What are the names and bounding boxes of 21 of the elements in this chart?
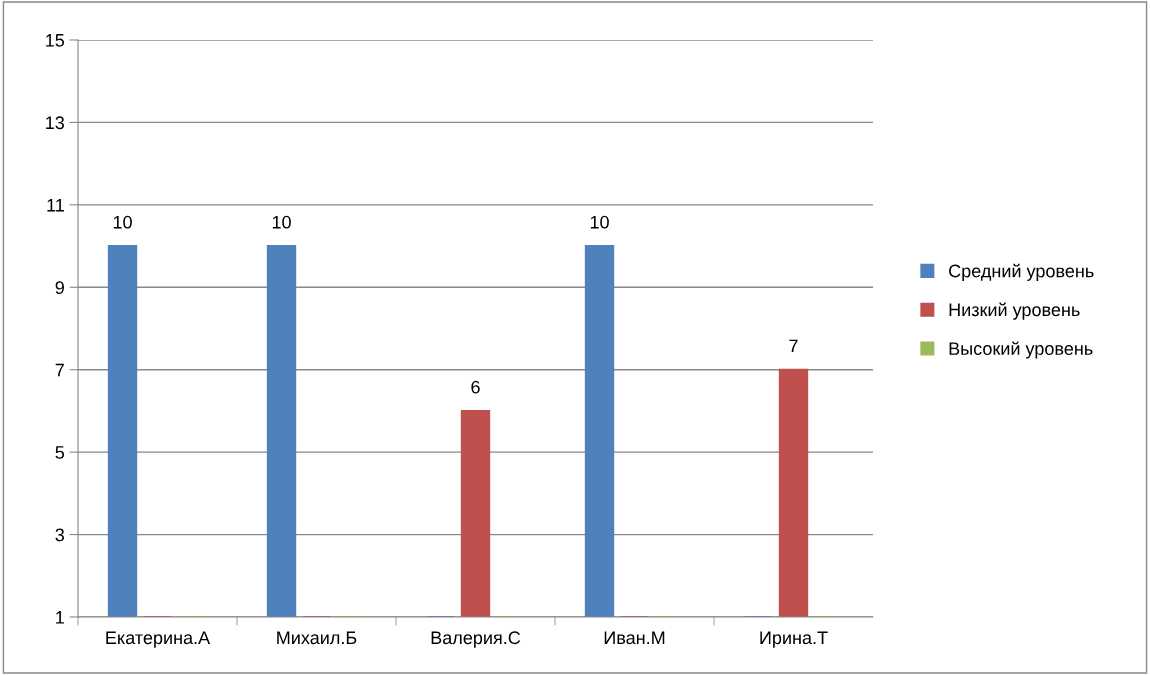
y-tick-label: 15 bbox=[46, 34, 65, 47]
legend-label: Низкий уровень bbox=[949, 302, 1080, 320]
y-tick-label: 1 bbox=[56, 611, 64, 624]
y-tick-label: 7 bbox=[55, 363, 64, 377]
data-label: 6 bbox=[471, 380, 480, 394]
data-label: 10 bbox=[590, 215, 609, 229]
x-tick-label: Валерия.С bbox=[431, 631, 521, 648]
y-tick-label: 3 bbox=[55, 528, 65, 542]
data-label: 7 bbox=[789, 339, 798, 353]
x-tick-label: Екатерина.А bbox=[106, 631, 211, 648]
y-tick-label: 9 bbox=[55, 281, 64, 295]
legend-label: Средний уровень bbox=[949, 263, 1094, 281]
y-tick-label: 11 bbox=[47, 198, 64, 212]
x-tick-label: Иван.М bbox=[604, 631, 665, 645]
legend-label: Высокий уровень bbox=[949, 341, 1093, 359]
y-tick-label: 13 bbox=[46, 116, 65, 130]
x-tick-label: Ирина.Т bbox=[760, 631, 828, 648]
data-label: 10 bbox=[113, 215, 132, 229]
data-label: 10 bbox=[272, 215, 291, 229]
y-tick-label: 5 bbox=[55, 446, 65, 459]
x-tick-label: Михаил.Б bbox=[277, 631, 357, 645]
